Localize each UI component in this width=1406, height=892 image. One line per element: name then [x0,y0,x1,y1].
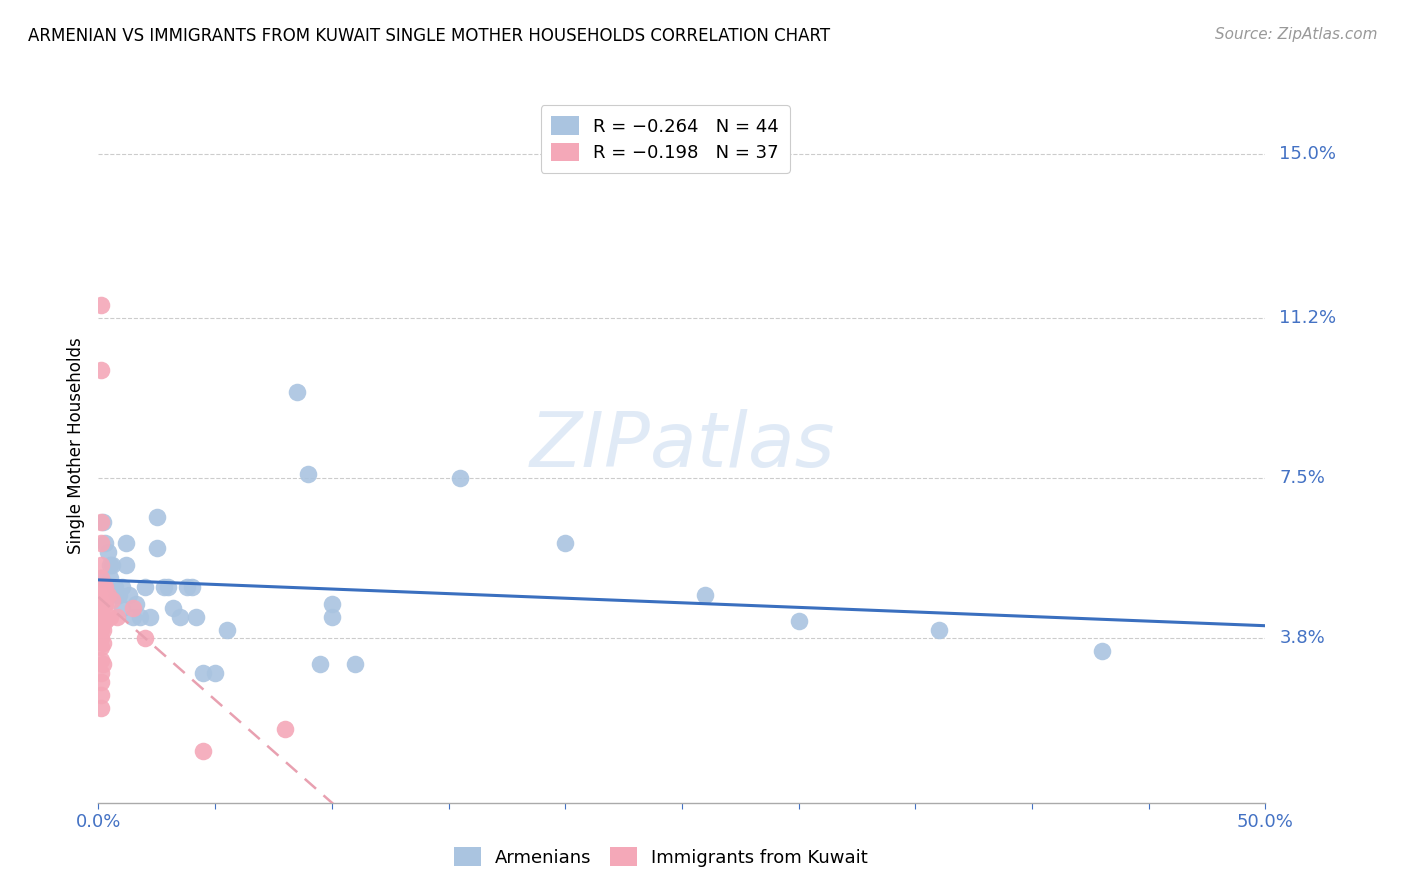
Point [274,723,297,737]
Point [105,588,128,602]
Point [101,558,124,572]
Point [105,610,128,624]
Point [111,580,134,594]
Point [97,588,120,602]
Point [90,580,112,594]
Point [90,688,112,702]
Point [176,580,198,594]
Point [91,610,114,624]
Point [180,580,202,594]
Point [193,666,215,681]
Point [695,588,717,602]
Point [108,588,131,602]
Point [285,384,308,399]
Point [90,632,112,646]
Point [98,558,121,572]
Point [1091,644,1114,658]
Point [90,515,112,529]
Point [91,515,114,529]
Point [104,580,127,594]
Point [554,536,576,550]
Point [118,588,141,602]
Point [186,610,208,624]
Point [94,597,117,611]
Point [90,614,112,628]
Point [98,571,121,585]
Point [193,744,215,758]
Point [94,536,117,550]
Point [91,592,114,607]
Point [91,657,114,672]
Point [309,657,332,672]
Point [204,666,226,681]
Point [90,536,112,550]
Point [90,653,112,667]
Point [90,601,112,615]
Point [115,536,138,550]
Point [134,580,156,594]
Text: 3.8%: 3.8% [1279,630,1324,648]
Y-axis label: Single Mother Households: Single Mother Households [67,338,86,554]
Legend: Armenians, Immigrants from Kuwait: Armenians, Immigrants from Kuwait [447,840,875,874]
Point [90,571,112,585]
Point [90,640,112,654]
Point [90,298,112,312]
Point [162,601,184,615]
Text: 11.2%: 11.2% [1279,310,1337,327]
Point [134,632,156,646]
Point [111,601,134,615]
Point [787,614,810,628]
Point [928,623,950,637]
Point [98,610,121,624]
Point [146,541,169,555]
Point [344,657,367,672]
Point [129,610,152,624]
Text: Source: ZipAtlas.com: Source: ZipAtlas.com [1215,27,1378,42]
Text: 7.5%: 7.5% [1279,469,1326,487]
Point [90,592,112,607]
Point [90,623,112,637]
Text: ZIPatlas: ZIPatlas [529,409,835,483]
Point [152,580,174,594]
Point [321,610,343,624]
Point [91,580,114,594]
Point [297,467,319,482]
Point [215,623,238,637]
Point [90,571,112,585]
Point [146,510,169,524]
Point [169,610,191,624]
Point [97,545,120,559]
Point [91,636,114,650]
Point [139,610,162,624]
Point [90,700,112,714]
Point [90,363,112,377]
Point [91,623,114,637]
Point [157,580,180,594]
Point [94,580,117,594]
Point [115,558,138,572]
Point [101,592,124,607]
Point [321,597,343,611]
Point [90,610,112,624]
Point [449,471,471,485]
Legend: R = −0.264   N = 44, R = −0.198   N = 37: R = −0.264 N = 44, R = −0.198 N = 37 [541,105,790,173]
Point [125,597,148,611]
Text: ARMENIAN VS IMMIGRANTS FROM KUWAIT SINGLE MOTHER HOUSEHOLDS CORRELATION CHART: ARMENIAN VS IMMIGRANTS FROM KUWAIT SINGL… [28,27,831,45]
Point [90,588,112,602]
Point [122,610,145,624]
Point [122,601,145,615]
Point [94,614,117,628]
Point [90,666,112,681]
Point [90,558,112,572]
Point [90,674,112,689]
Text: 15.0%: 15.0% [1279,145,1336,163]
